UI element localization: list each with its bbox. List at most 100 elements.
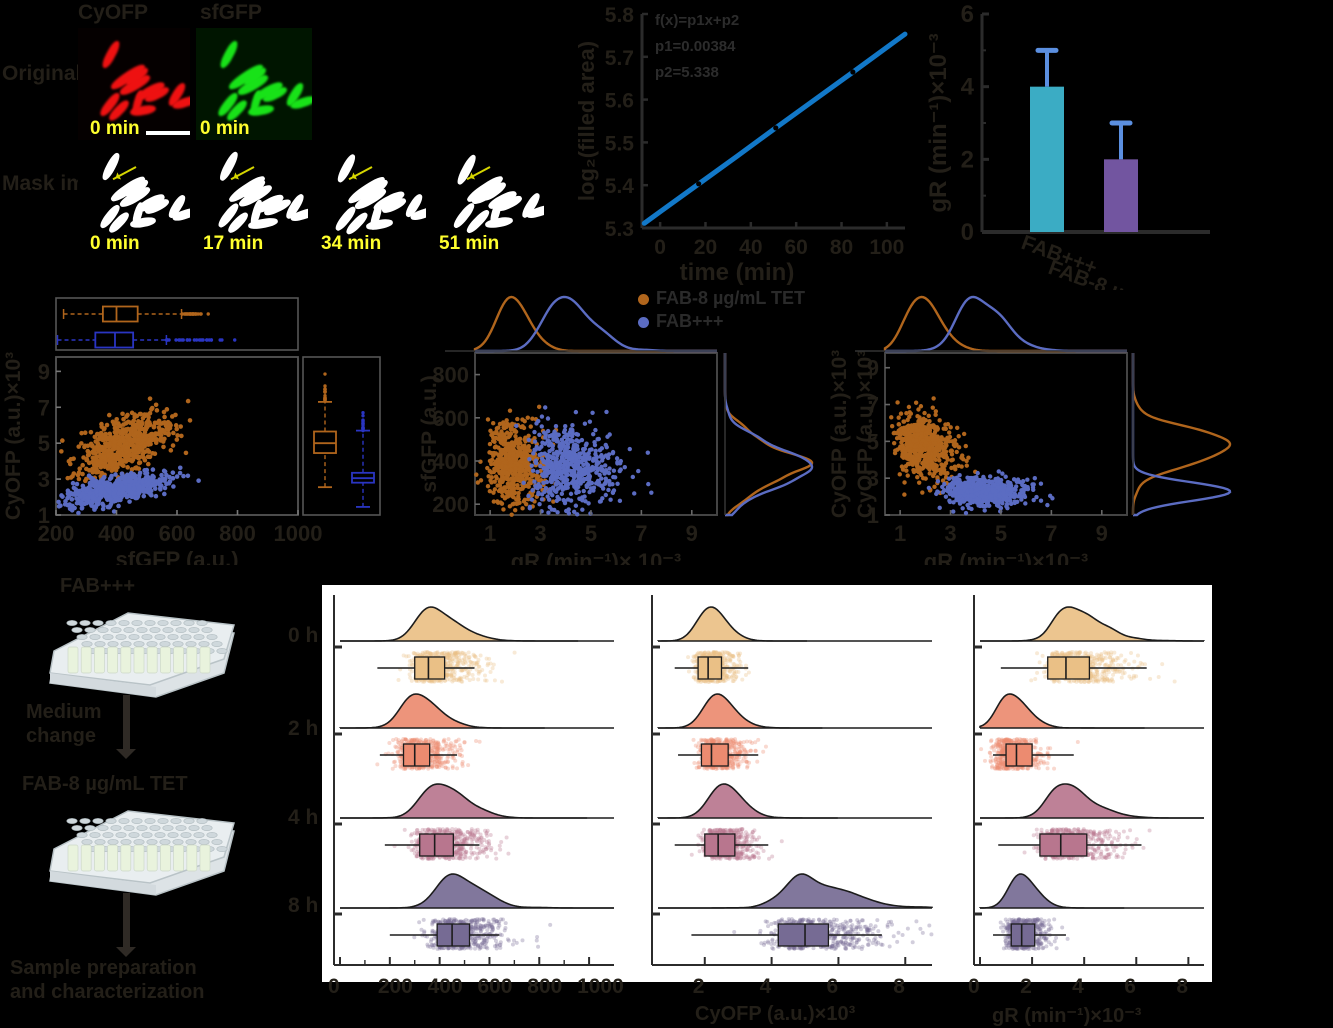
legend-dot-fab-tet: [638, 294, 649, 305]
density-cloud: [980, 784, 1204, 818]
x-tick-label: 5: [585, 521, 597, 546]
raincloud-x-tick-label: 200: [378, 975, 413, 999]
y-tick-label: 9: [38, 359, 50, 384]
box: [1040, 834, 1087, 856]
column-title-sfgfp: sfGFP: [200, 2, 262, 24]
x-tick-label: 7: [635, 521, 647, 546]
y-axis-title: log₂(filled area): [574, 41, 599, 201]
density-cloud: [658, 784, 932, 818]
density-cloud: [340, 874, 614, 908]
raincloud-x-tick-label: 1000: [577, 975, 624, 999]
box: [1006, 744, 1032, 766]
y-tick-label: 3: [38, 467, 50, 492]
time-label-4h: 4 h: [288, 806, 318, 830]
fit-param-p2: p2=5.338: [655, 64, 719, 81]
data-marker: [850, 69, 855, 74]
box: [1011, 924, 1034, 946]
microscopy-panel: CyOFP sfGFP Original image Mask image 0 …: [0, 0, 560, 280]
y-tick-label: 9: [867, 356, 879, 381]
y-tick-label: 5.4: [605, 175, 635, 198]
top-kde-1: [885, 297, 1127, 351]
raincloud-row-1-1: [334, 607, 614, 684]
rain-points: [690, 827, 784, 861]
workflow-diagram: FAB+++ Medium change FAB-8 µg/mL TET Sam…: [0, 575, 330, 1021]
x-tick-label: 3: [534, 521, 546, 546]
box: [437, 924, 469, 946]
scale-bar-icon: [146, 131, 190, 135]
pointer-arrow-icon: [349, 166, 373, 180]
raincloud-row-1-2: [334, 694, 614, 771]
density-cloud: [980, 607, 1204, 641]
y-tick-label: 200: [432, 492, 469, 517]
box: [778, 924, 828, 946]
top-boxplot-1: [64, 307, 210, 322]
density-cloud: [658, 874, 932, 908]
y-axis-title: CyOFP (a.u.)×10³: [830, 350, 851, 518]
bar-1: [1030, 87, 1064, 232]
x-tick-label: 20: [694, 236, 717, 259]
workflow-step-1-label: FAB+++: [60, 575, 135, 599]
y-axis-title: gR (min⁻¹)×10⁻³: [925, 33, 952, 212]
rain-points: [412, 917, 552, 951]
time-label-mask-0: 0 min: [90, 233, 140, 255]
raincloud-x-tick-label: 600: [477, 975, 512, 999]
x-axis-title: sfGFP (a.u.): [115, 547, 238, 565]
raincloud-panel-3: [974, 595, 1204, 965]
raincloud-x-axis-title: gR (min⁻¹)×10⁻³: [992, 1003, 1141, 1028]
x-tick-label: 1000: [274, 521, 323, 546]
time-label-8h: 8 h: [288, 894, 318, 918]
right-kde-2: [725, 353, 812, 515]
series-legend: FAB-8 µg/mL TET FAB+++: [630, 288, 890, 340]
workflow-step-2-label: Medium change: [26, 701, 102, 748]
y-tick-label: 6: [961, 1, 974, 28]
right-boxplot-1: [314, 372, 336, 487]
raincloud-row-3-3: [974, 784, 1204, 861]
density-cloud: [658, 694, 932, 728]
raincloud-panels: [322, 585, 1212, 982]
raincloud-row-2-1: [652, 607, 932, 684]
plate-wells-liquid: [68, 845, 210, 871]
pointer-arrow-icon: [231, 166, 255, 180]
raincloud-row-3-1: [974, 607, 1204, 684]
raincloud-x-tick-label: 0: [328, 975, 340, 999]
x-tick-label: 3: [944, 521, 956, 546]
y-tick-label: 5: [38, 431, 50, 456]
raincloud-panel-2: [652, 595, 933, 965]
x-tick-label: 40: [739, 236, 762, 259]
raincloud-x-tick-label: 4: [760, 975, 772, 999]
box: [705, 834, 735, 856]
x-tick-label: 9: [686, 521, 698, 546]
x-tick-label: 1: [894, 521, 906, 546]
y-tick-label: 5.6: [605, 90, 634, 113]
y-tick-label: 5.7: [605, 47, 634, 70]
cell-blob: [218, 39, 240, 70]
time-label-mask-3: 51 min: [439, 233, 499, 255]
raincloud-row-2-3: [652, 784, 932, 861]
time-label-mask-2: 34 min: [321, 233, 381, 255]
density-cloud: [980, 694, 1204, 728]
workflow-step-3-label: FAB-8 µg/mL TET: [22, 773, 188, 797]
time-label-2h: 2 h: [288, 717, 318, 741]
raincloud-x-tick-label: 400: [428, 975, 463, 999]
y-tick-label: 5.8: [605, 4, 635, 27]
x-axis-title: time (min): [680, 259, 795, 285]
y-tick-label: 1: [867, 503, 879, 528]
pointer-arrow-icon: [113, 166, 137, 180]
raincloud-x-tick-label: 8: [1176, 975, 1188, 999]
mask-image-34min: [314, 140, 426, 240]
raincloud-panel-1: [334, 595, 614, 965]
box: [698, 657, 721, 679]
y-tick-label: 5.3: [605, 218, 634, 241]
x-tick-label: 9: [1096, 521, 1108, 546]
x-tick-label: 600: [159, 521, 196, 546]
box: [1048, 657, 1090, 679]
raincloud-row-3-2: [974, 694, 1204, 771]
density-cloud: [340, 694, 614, 728]
raincloud-x-axis-title: CyOFP (a.u.)×10³: [695, 1003, 855, 1026]
raincloud-x-tick-label: 0: [968, 975, 980, 999]
raincloud-row-2-4: [652, 874, 933, 951]
time-label-0h: 0 h: [288, 624, 318, 648]
